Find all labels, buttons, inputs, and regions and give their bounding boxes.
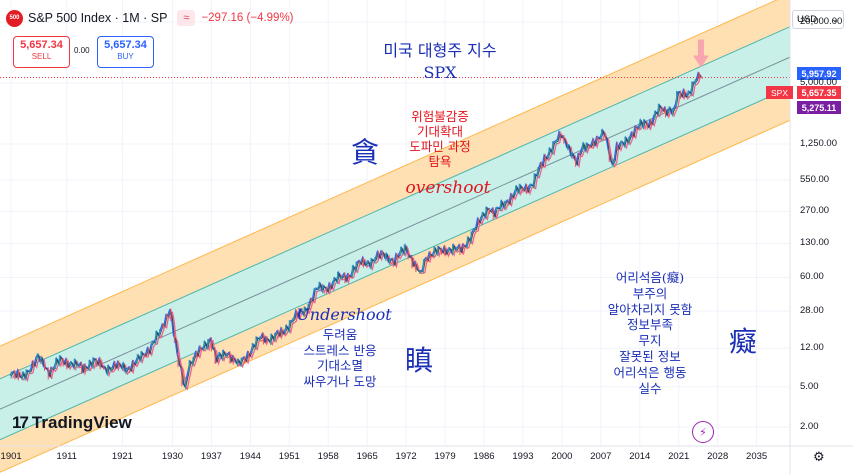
down-arrow-marker xyxy=(692,39,709,68)
y-tick-label: 1,250.00 xyxy=(800,137,837,149)
greed-line-1: 위험불감증 xyxy=(411,109,469,124)
y-tick-label: 2.00 xyxy=(800,421,819,433)
buy-label: BUY xyxy=(117,52,134,61)
x-tick-label: 1951 xyxy=(278,451,300,462)
buy-price: 5,657.34 xyxy=(104,39,147,51)
price-change: −297.16 (−4.99%) xyxy=(201,12,294,24)
x-tick-label: 1986 xyxy=(473,451,495,462)
x-tick-label: 1944 xyxy=(239,451,261,462)
ignorance-line-4: 정보부족 xyxy=(626,317,674,333)
y-tick-label: 130.00 xyxy=(800,237,830,249)
x-tick-label: 1993 xyxy=(512,451,534,462)
upper-band-price-tag: 5,957.92 xyxy=(797,67,841,80)
outer-lower-line xyxy=(0,119,791,473)
y-tick-label: 550.00 xyxy=(800,174,830,186)
overshoot-label: overshoot xyxy=(405,178,491,198)
fear-line-3: 기대소멸 xyxy=(316,358,364,373)
greed-character: 貪 xyxy=(350,136,380,169)
x-tick-label: 1930 xyxy=(161,451,184,462)
y-tick-label: 28.00 xyxy=(800,305,824,316)
arrow-shaft xyxy=(697,39,704,56)
greed-line-4: 탐욕 xyxy=(428,154,452,169)
outer-upper-line xyxy=(0,0,778,347)
anger-character: 瞋 xyxy=(404,344,434,377)
ignorance-annotation: 어리석음(癡) 부주의 알아차리지 못함 정보부족 무지 잘못된 정보 어리석은 행동 실수 xyxy=(608,270,692,396)
fear-line-4: 싸우거나 도망 xyxy=(303,373,377,389)
gear-icon[interactable]: ⚙ xyxy=(813,450,825,465)
ignorance-line-6: 잘못된 정보 xyxy=(619,348,681,364)
x-tick-label: 1958 xyxy=(317,451,339,462)
ignorance-character: 癡 xyxy=(728,325,758,358)
y-tick-label: 270.00 xyxy=(800,205,830,217)
undershoot-label: Undershoot xyxy=(296,305,392,324)
chart-heading: 미국 대형주 지수 SPX xyxy=(383,40,496,84)
y-tick-label: 5.00 xyxy=(800,380,819,392)
x-tick-label: 2035 xyxy=(746,451,768,462)
y-tick-label: 5,000.00 xyxy=(800,76,837,88)
sell-button[interactable]: 5,657.34 SELL xyxy=(13,36,70,68)
tradingview-mark-icon: 17 xyxy=(12,413,29,432)
greed-annotation: 위험불감증 기대확대 도파민 과정 탐욕 xyxy=(409,109,470,169)
chart-header: 500 S&P 500 Index · 1M · SP ≈ −297.16 (−… xyxy=(6,6,294,30)
buy-button[interactable]: 5,657.34 BUY xyxy=(97,36,154,68)
price-series xyxy=(9,71,704,391)
currency-select[interactable]: USD ⌄ xyxy=(792,10,844,29)
fear-line-1: 두려움 xyxy=(322,327,358,342)
x-tick-label: 2014 xyxy=(629,451,651,462)
x-tick-label: 1911 xyxy=(56,451,77,462)
heading-line-1: 미국 대형주 지수 xyxy=(383,41,497,60)
spread-value: 0.00 xyxy=(74,46,90,55)
ignorance-line-5: 무지 xyxy=(638,333,662,349)
chevron-down-icon: ⌄ xyxy=(831,14,839,25)
fear-line-2: 스트레스 반응 xyxy=(303,342,377,358)
lower-band-price-tag: 5,275.11 xyxy=(797,101,841,114)
lightning-icon[interactable]: ⚡ xyxy=(692,421,714,443)
ignorance-line-3: 알아차리지 못함 xyxy=(607,301,693,317)
ignorance-line-8: 실수 xyxy=(638,380,662,396)
x-tick-label: 1965 xyxy=(356,451,378,462)
x-tick-label: 1901 xyxy=(0,451,22,462)
wave-icon[interactable]: ≈ xyxy=(177,10,196,26)
heading-line-2: SPX xyxy=(423,63,457,82)
tradingview-logo[interactable]: 17 TradingView xyxy=(12,413,132,433)
fear-annotation: 두려움 스트레스 반응 기대소멸 싸우거나 도망 xyxy=(304,327,377,389)
index-logo-icon: 500 xyxy=(6,9,23,27)
symbol-price-tag: SPX xyxy=(766,86,793,99)
ignorance-line-7: 어리석은 행동 xyxy=(613,364,687,380)
sell-price: 5,657.34 xyxy=(20,39,63,51)
x-tick-label: 1937 xyxy=(200,451,222,462)
y-tick-label: 12.00 xyxy=(800,342,824,354)
x-tick-label: 1979 xyxy=(434,451,456,462)
tradingview-name: TradingView xyxy=(31,413,132,432)
ignorance-line-1: 어리석음(癡) xyxy=(615,270,685,285)
x-tick-label: 2021 xyxy=(668,451,690,462)
symbol-title[interactable]: S&P 500 Index · 1M · SP xyxy=(28,11,168,25)
ignorance-line-2: 부주의 xyxy=(632,285,668,301)
y-tick-label: 60.00 xyxy=(800,271,824,283)
greed-line-3: 도파민 과정 xyxy=(409,139,471,154)
arrow-head xyxy=(692,55,709,68)
inner-upper-line xyxy=(0,26,791,380)
x-tick-label: 2000 xyxy=(551,451,573,462)
x-tick-label: 2007 xyxy=(590,451,612,462)
last-price-tag: 5,657.35 xyxy=(797,86,841,99)
x-tick-label: 2028 xyxy=(707,451,729,462)
x-tick-label: 1921 xyxy=(111,451,133,462)
x-tick-label: 1972 xyxy=(395,451,417,462)
currency-value: USD xyxy=(797,14,818,25)
sell-label: SELL xyxy=(31,52,52,61)
y-tick-label: 20,000.00 xyxy=(800,16,843,28)
greed-line-2: 기대확대 xyxy=(416,124,464,139)
